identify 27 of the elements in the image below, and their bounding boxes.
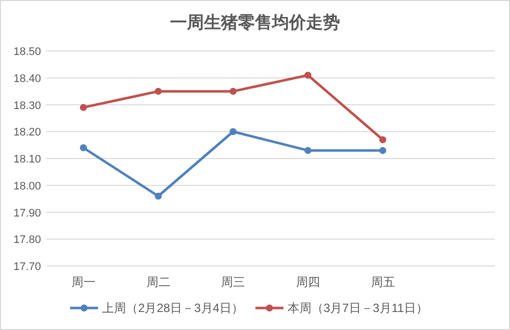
y-tick-label: 17.80 (13, 234, 41, 246)
point (154, 88, 162, 95)
x-tick-label: 周二 (146, 275, 170, 289)
point (230, 128, 237, 136)
y-tick-label: 18.00 (13, 180, 41, 192)
point (304, 72, 312, 79)
point (80, 144, 87, 152)
point (154, 192, 162, 200)
x-tick-label: 周四 (296, 275, 320, 289)
x-tick-label: 周一 (71, 275, 96, 289)
y-tick-label: 18.40 (13, 72, 41, 85)
y-tick-label: 18.10 (13, 154, 41, 166)
point (230, 88, 237, 95)
x-tick-label: 周五 (370, 275, 395, 289)
legend-label: 本周（3月7日－3月11日） (287, 301, 428, 315)
point (379, 136, 386, 144)
y-tick-label: 17.70 (13, 261, 41, 273)
y-tick-label: 18.20 (13, 126, 41, 139)
point (379, 146, 386, 154)
point (80, 104, 87, 111)
y-tick-label: 18.30 (13, 100, 41, 112)
y-tick-label: 17.90 (13, 207, 41, 220)
y-tick-label: 18.50 (13, 46, 41, 58)
legend-label: 上周（2月28日－3月4日） (102, 301, 244, 315)
x-tick-label: 周三 (221, 275, 246, 289)
point (304, 146, 312, 154)
chart-title: 一周生猪零售均价走势 (170, 13, 340, 32)
